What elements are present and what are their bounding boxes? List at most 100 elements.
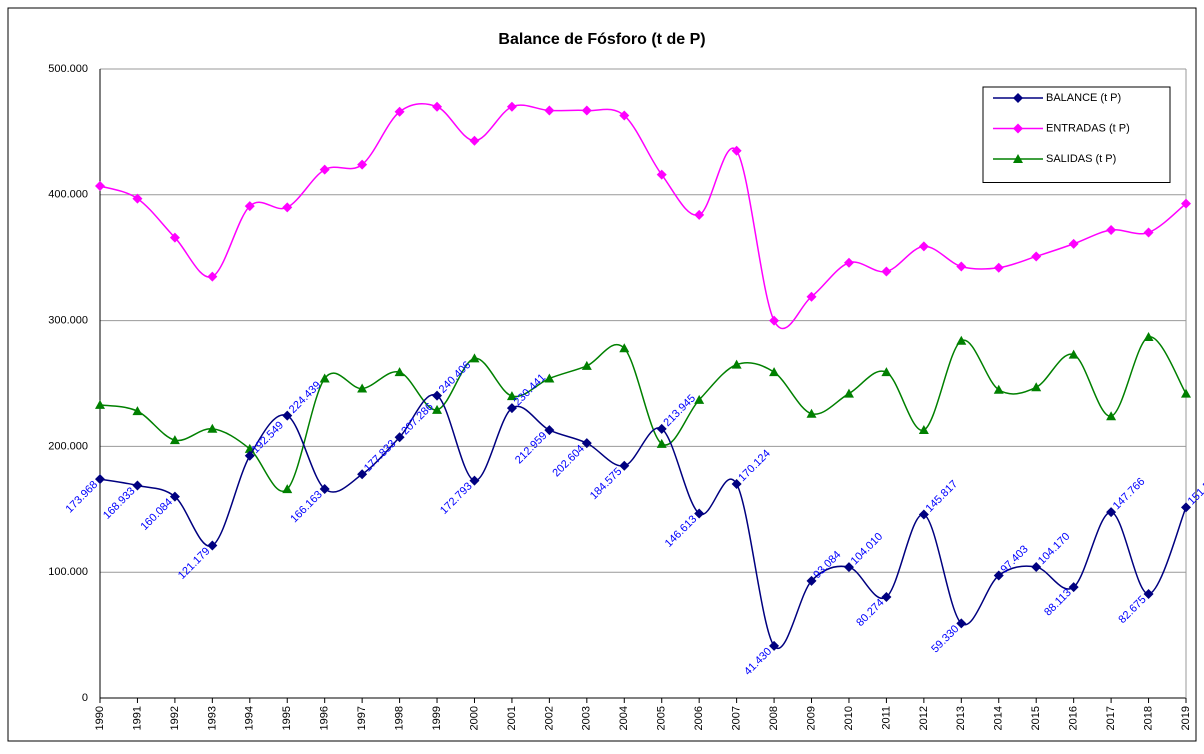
marker — [806, 575, 817, 586]
x-tick-label: 2017 — [1105, 706, 1117, 730]
marker — [694, 209, 705, 220]
x-tick-label: 2007 — [731, 706, 743, 730]
marker — [993, 570, 1004, 581]
marker — [881, 266, 892, 277]
marker — [469, 135, 480, 146]
legend-label: SALIDAS (t P) — [1046, 153, 1116, 165]
x-tick-label: 2003 — [581, 706, 593, 730]
marker — [132, 193, 143, 204]
marker — [1068, 349, 1079, 359]
marker — [881, 367, 892, 377]
x-tick-label: 2013 — [955, 706, 967, 730]
marker — [169, 232, 180, 243]
x-tick-label: 1996 — [319, 706, 331, 730]
marker — [506, 403, 517, 414]
marker — [581, 438, 592, 449]
marker — [956, 335, 967, 345]
marker — [132, 406, 143, 416]
marker — [394, 106, 405, 117]
marker — [581, 105, 592, 116]
x-tick-label: 2014 — [993, 706, 1005, 730]
y-tick-label: 0 — [82, 692, 88, 704]
legend-label: ENTRADAS (t P) — [1046, 122, 1130, 134]
y-tick-label: 500.000 — [48, 63, 88, 75]
marker — [282, 202, 293, 213]
legend-marker — [1013, 154, 1023, 163]
marker — [432, 101, 443, 112]
x-tick-label: 2009 — [805, 706, 817, 730]
x-tick-label: 2015 — [1030, 706, 1042, 730]
marker — [843, 257, 854, 268]
marker — [169, 491, 180, 502]
marker — [993, 384, 1004, 394]
marker — [806, 291, 817, 302]
marker — [357, 469, 368, 480]
x-tick-label: 2005 — [656, 706, 668, 730]
marker — [843, 562, 854, 573]
marker — [769, 315, 780, 326]
marker — [432, 390, 443, 401]
marker — [918, 425, 929, 435]
marker — [1031, 561, 1042, 572]
marker — [207, 423, 218, 433]
marker — [357, 383, 368, 393]
x-tick-label: 2018 — [1142, 706, 1154, 730]
marker — [282, 410, 293, 421]
marker — [319, 164, 330, 175]
marker — [506, 391, 517, 401]
y-tick-label: 300.000 — [48, 315, 88, 327]
marker — [469, 353, 480, 363]
marker — [656, 438, 667, 448]
marker — [1181, 198, 1191, 209]
x-tick-label: 1998 — [393, 706, 405, 730]
marker — [207, 540, 218, 551]
marker — [1181, 502, 1191, 513]
legend-label: BALANCE (t P) — [1046, 92, 1121, 104]
marker — [244, 201, 255, 212]
marker — [581, 360, 592, 370]
marker — [1143, 588, 1154, 599]
x-tick-label: 2019 — [1180, 706, 1192, 730]
x-tick-label: 2000 — [468, 706, 480, 730]
x-tick-label: 2012 — [918, 706, 930, 730]
marker — [394, 432, 405, 443]
marker — [1068, 238, 1079, 249]
marker — [1068, 582, 1079, 593]
y-tick-label: 400.000 — [48, 189, 88, 201]
marker — [731, 359, 742, 369]
marker — [656, 169, 667, 180]
marker — [432, 404, 443, 414]
marker — [881, 592, 892, 603]
marker — [319, 483, 330, 494]
marker — [1181, 388, 1191, 398]
marker — [1106, 507, 1117, 518]
marker — [544, 373, 555, 383]
x-tick-label: 1995 — [281, 706, 293, 730]
marker — [95, 399, 105, 409]
marker — [769, 640, 780, 651]
marker — [1106, 225, 1117, 236]
marker — [544, 105, 555, 116]
marker — [806, 408, 817, 418]
x-tick-label: 1994 — [244, 706, 256, 730]
legend-box — [982, 86, 1171, 183]
marker — [956, 261, 967, 272]
legend-marker — [1013, 93, 1023, 103]
marker — [1031, 382, 1042, 392]
marker — [619, 460, 630, 471]
x-tick-label: 1991 — [131, 706, 143, 730]
marker — [993, 262, 1004, 273]
marker — [731, 145, 742, 156]
marker — [619, 343, 630, 353]
x-tick-label: 2008 — [768, 706, 780, 730]
chart-title: Balance de Fósforo (t de P) — [498, 31, 705, 48]
marker — [656, 423, 667, 434]
x-tick-label: 1999 — [431, 706, 443, 730]
y-tick-label: 100.000 — [48, 566, 88, 578]
marker — [244, 450, 255, 461]
marker — [1031, 251, 1042, 262]
marker — [319, 373, 330, 383]
marker — [469, 475, 480, 486]
marker — [95, 474, 105, 485]
